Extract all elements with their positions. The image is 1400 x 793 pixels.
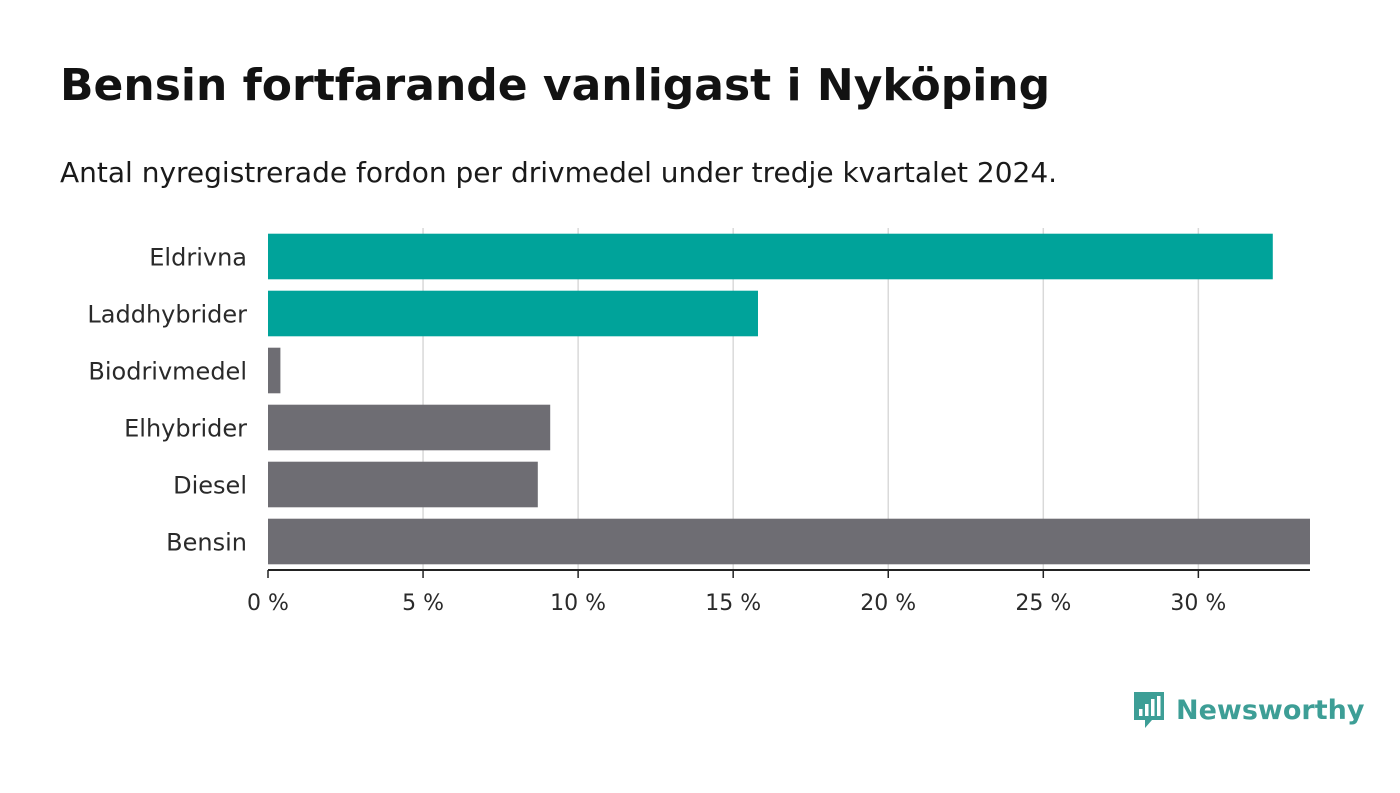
- x-tick-label: 30 %: [1170, 591, 1226, 616]
- x-tick-label: 10 %: [550, 591, 606, 616]
- x-tick-label: 15 %: [705, 591, 761, 616]
- chart-subtitle: Antal nyregistrerade fordon per drivmede…: [60, 156, 1058, 189]
- x-tick-label: 5 %: [402, 591, 444, 616]
- category-label: Elhybrider: [124, 415, 247, 443]
- chart-title: Bensin fortfarande vanligast i Nyköping: [60, 60, 1051, 111]
- bar: [268, 233, 1273, 280]
- newsworthy-logo-icon: [1134, 692, 1164, 728]
- category-label: Biodrivmedel: [88, 358, 247, 386]
- x-axis: 0 % 5 % 10 % 15 % 20 % 25 % 30 %: [247, 569, 1310, 616]
- x-tick-label: 20 %: [860, 591, 916, 616]
- bar: [268, 518, 1310, 565]
- bars: [268, 233, 1310, 565]
- x-tick-label: 25 %: [1015, 591, 1071, 616]
- bar: [268, 461, 538, 508]
- brand-name: Newsworthy: [1176, 694, 1365, 726]
- category-label: Diesel: [173, 472, 247, 500]
- category-label: Eldrivna: [149, 244, 247, 272]
- category-label: Laddhybrider: [87, 301, 247, 329]
- category-labels: Eldrivna Laddhybrider Biodrivmedel Elhybrid…: [87, 244, 247, 557]
- bar: [268, 404, 551, 451]
- bar: [268, 347, 281, 394]
- x-tick-label: 0 %: [247, 591, 289, 616]
- brand: Newsworthy: [1132, 690, 1364, 730]
- category-label: Bensin: [166, 529, 247, 557]
- bar: [268, 290, 758, 337]
- grid-lines: [422, 228, 1200, 570]
